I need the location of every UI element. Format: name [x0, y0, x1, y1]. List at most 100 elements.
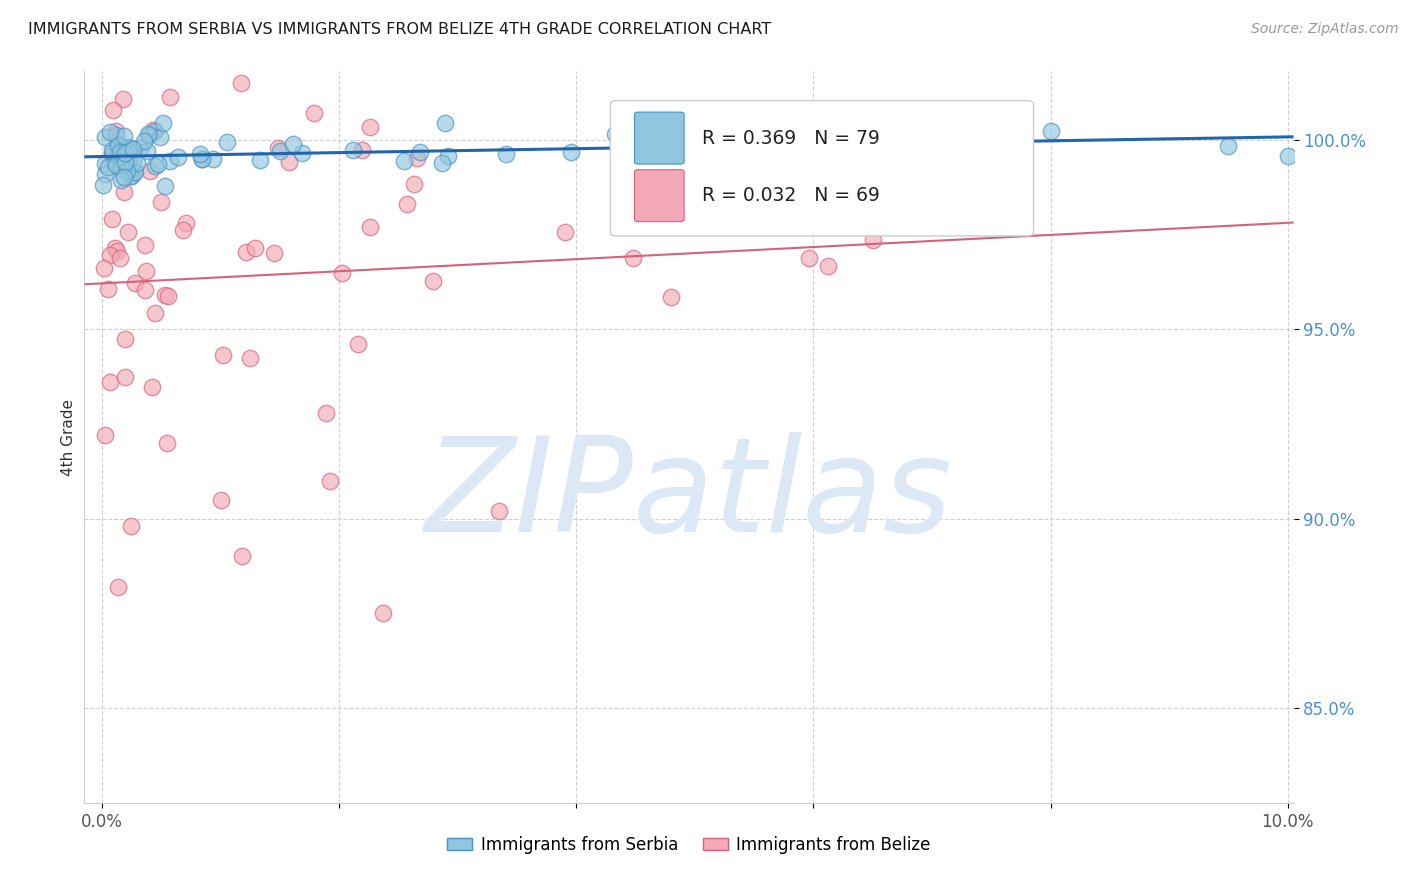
Point — [98, 248, 121, 262]
Point — [409, 145, 432, 159]
Point — [495, 147, 517, 161]
Point — [100, 143, 122, 157]
Point — [304, 105, 326, 120]
Point — [714, 180, 737, 194]
Point — [159, 90, 181, 104]
Point — [174, 217, 197, 231]
Point — [108, 251, 131, 265]
Point — [120, 519, 142, 533]
Point — [127, 156, 149, 170]
FancyBboxPatch shape — [634, 169, 685, 222]
Point — [122, 164, 145, 178]
Point — [149, 130, 172, 145]
Point — [172, 223, 194, 237]
Point — [212, 348, 235, 362]
Point — [855, 141, 877, 155]
Point — [124, 164, 146, 178]
Text: R = 0.032   N = 69: R = 0.032 N = 69 — [702, 186, 880, 205]
Point — [245, 241, 267, 255]
Point — [347, 337, 370, 351]
Point — [249, 153, 271, 168]
Point — [215, 135, 238, 149]
FancyBboxPatch shape — [634, 112, 685, 164]
Point — [281, 136, 304, 151]
Point — [359, 219, 381, 234]
Point — [231, 549, 253, 564]
Point — [202, 152, 225, 166]
Point — [624, 168, 647, 182]
Point — [434, 116, 457, 130]
Point — [114, 332, 136, 346]
Point — [93, 260, 115, 275]
Point — [117, 225, 139, 239]
Point — [94, 428, 117, 442]
Point — [94, 167, 117, 181]
Point — [191, 152, 214, 166]
Point — [359, 120, 381, 134]
Point — [862, 233, 884, 247]
Text: R = 0.369   N = 79: R = 0.369 N = 79 — [702, 128, 880, 147]
Point — [150, 195, 173, 210]
Y-axis label: 4th Grade: 4th Grade — [60, 399, 76, 475]
Point — [143, 159, 166, 173]
Point — [371, 607, 394, 621]
Point — [152, 116, 174, 130]
Point — [107, 244, 129, 259]
Point — [263, 245, 285, 260]
Point — [155, 288, 177, 302]
Point — [319, 474, 342, 488]
Point — [229, 76, 252, 90]
Point — [858, 117, 880, 131]
Point — [117, 141, 139, 155]
Point — [897, 129, 920, 144]
Point — [394, 153, 416, 168]
Point — [101, 103, 124, 117]
Point — [104, 155, 127, 169]
Point — [112, 169, 135, 184]
Point — [157, 289, 180, 303]
Point — [110, 151, 132, 165]
Point — [945, 137, 967, 152]
Point — [139, 164, 162, 178]
Point — [120, 169, 142, 183]
Point — [100, 125, 122, 139]
Point — [101, 145, 124, 159]
Point — [1277, 149, 1299, 163]
Point — [190, 146, 212, 161]
Point — [142, 123, 165, 137]
Point — [1039, 124, 1062, 138]
Point — [136, 127, 159, 141]
Point — [121, 142, 143, 156]
Point — [554, 225, 576, 239]
Point — [94, 129, 117, 144]
Point — [980, 164, 1002, 178]
Point — [120, 169, 142, 183]
Point — [111, 92, 134, 106]
Point — [315, 406, 337, 420]
Point — [603, 127, 626, 141]
Point — [560, 145, 582, 159]
Point — [621, 252, 644, 266]
Point — [141, 380, 163, 394]
Point — [110, 173, 132, 187]
Point — [105, 128, 128, 143]
Point — [437, 149, 460, 163]
Point — [101, 149, 124, 163]
Point — [145, 124, 167, 138]
Point — [118, 152, 141, 166]
Point — [235, 245, 257, 260]
Point — [159, 154, 181, 169]
Point — [350, 144, 373, 158]
Point — [120, 140, 142, 154]
Point — [107, 138, 129, 153]
Point — [114, 146, 136, 161]
Point — [488, 504, 510, 518]
Point — [115, 140, 138, 154]
Point — [114, 155, 136, 169]
Point — [115, 153, 138, 167]
Point — [405, 151, 427, 165]
Point — [97, 161, 120, 175]
Point — [91, 178, 114, 193]
Text: ZIPatlas: ZIPatlas — [425, 432, 953, 559]
Point — [134, 283, 156, 297]
